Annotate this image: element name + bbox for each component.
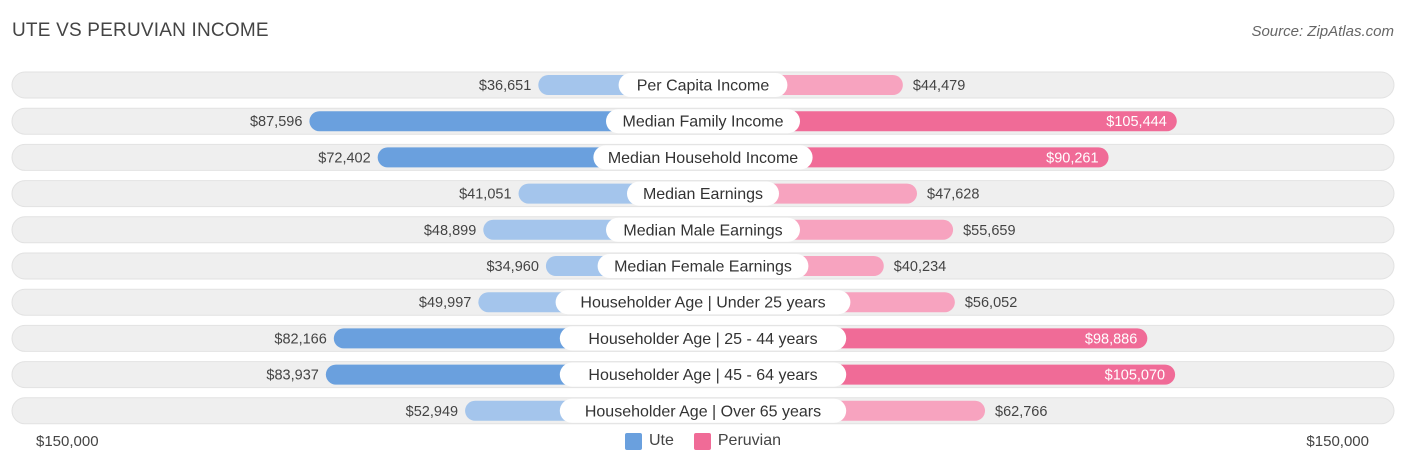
category-label: Median Female Earnings <box>614 259 792 276</box>
value-label-peruvian: $56,052 <box>965 295 1017 311</box>
bar-ute <box>309 111 703 132</box>
legend-item-peruvian[interactable]: Peruvian <box>693 432 782 450</box>
category-label: Householder Age | Over 65 years <box>585 403 821 420</box>
value-label-peruvian: $40,234 <box>894 259 946 275</box>
category-label: Householder Age | Under 25 years <box>580 295 825 312</box>
value-label-peruvian: $44,479 <box>913 78 965 94</box>
category-label-background <box>627 181 779 206</box>
value-label-ute: $48,899 <box>424 223 476 239</box>
category-label: Median Family Income <box>623 114 784 131</box>
value-label-peruvian: $98,886 <box>1085 331 1137 347</box>
legend-label-ute: Ute <box>648 432 674 449</box>
legend-label-peruvian: Peruvian <box>717 432 782 449</box>
legend: Ute Peruvian <box>0 432 1406 450</box>
category-label: Median Male Earnings <box>623 222 782 239</box>
value-label-ute: $34,960 <box>486 259 538 275</box>
category-label: Median Household Income <box>608 150 798 167</box>
value-label-ute: $52,949 <box>406 404 458 420</box>
value-label-ute: $72,402 <box>318 150 370 166</box>
chart-title: UTE VS PERUVIAN INCOME <box>12 20 269 41</box>
category-label: Householder Age | 45 - 64 years <box>588 367 817 384</box>
value-label-ute: $49,997 <box>419 295 471 311</box>
value-label-ute: $41,051 <box>459 187 511 203</box>
axis-right-label: $150,000 <box>1306 433 1369 450</box>
category-label-background <box>593 145 813 170</box>
category-label-background <box>606 217 800 242</box>
legend-item-ute[interactable]: Ute <box>624 432 674 450</box>
category-label: Per Capita Income <box>637 78 770 95</box>
category-label-background <box>618 73 788 97</box>
legend-swatch-peruvian <box>693 432 711 450</box>
value-label-ute: $36,651 <box>479 78 531 94</box>
category-label-background <box>597 254 809 278</box>
value-label-peruvian: $90,261 <box>1046 150 1098 166</box>
axis-left-label: $150,000 <box>36 433 99 450</box>
value-label-ute: $83,937 <box>266 368 318 384</box>
value-label-peruvian: $62,766 <box>995 404 1047 420</box>
bar-peruvian <box>703 111 1177 132</box>
value-label-peruvian: $47,628 <box>927 187 979 203</box>
category-label: Median Earnings <box>643 186 763 203</box>
value-label-ute: $87,596 <box>250 114 302 130</box>
category-label-background <box>606 109 800 134</box>
legend-swatch-ute <box>624 432 642 450</box>
category-label-background <box>559 398 847 423</box>
category-label-background <box>559 326 847 351</box>
category-label-background <box>555 290 851 315</box>
value-label-peruvian: $55,659 <box>963 223 1015 239</box>
value-label-peruvian: $105,070 <box>1105 368 1165 384</box>
category-label-background <box>559 362 847 387</box>
value-label-ute: $82,166 <box>274 331 326 347</box>
category-label: Householder Age | 25 - 44 years <box>588 331 817 348</box>
value-label-peruvian: $105,444 <box>1106 114 1166 130</box>
chart-source: Source: ZipAtlas.com <box>1251 23 1394 40</box>
